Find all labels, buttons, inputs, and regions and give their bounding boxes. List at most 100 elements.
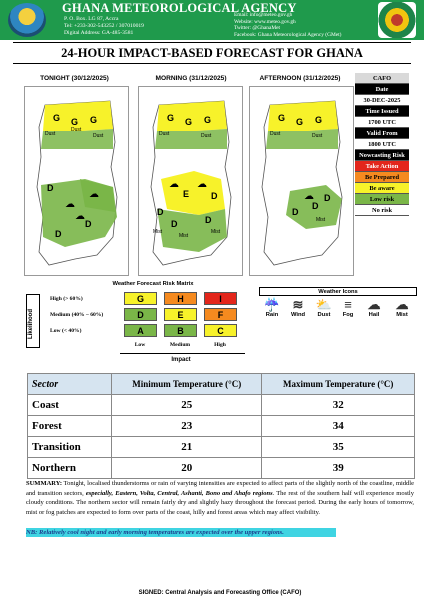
table-header-row: Sector Minimum Temperature (°C) Maximum … (27, 373, 415, 395)
max-temp: 39 (261, 457, 415, 479)
panel-title-morning: MORNING (31/12/2025) (155, 75, 227, 82)
table-row: Forest 23 34 (27, 415, 415, 437)
map-label-mist: Mist (179, 233, 189, 239)
map-label-g: G (53, 113, 60, 123)
fog-icon: ≡ (344, 297, 352, 312)
weather-icon-rain: ☔ Rain (260, 298, 284, 319)
hail-label: Hail (368, 312, 380, 318)
legend-time-issued-label: Time Issued (355, 106, 409, 117)
title-box: 24-HOUR IMPACT-BASED FORECAST FOR GHANA (13, 42, 411, 64)
map-label-g: G (167, 113, 174, 123)
agency-address: P. O. Box. LG 87, Accra Tel: +233-302-54… (64, 16, 144, 37)
risk-area-green-south (157, 209, 227, 252)
map-label-mist: Mist (153, 229, 163, 235)
forecast-legend: CAFO Date 30-DEC-2025 Time Issued 1700 U… (355, 73, 409, 216)
max-temp: 34 (261, 415, 415, 437)
map-tonight: G G G D D D Dust Dust Dust ☁ ☁ ☁ (24, 86, 129, 276)
map-label-dust: Dust (201, 133, 212, 139)
map-label-g: G (90, 115, 97, 125)
map-label-dust: Dust (312, 133, 323, 139)
agency-contact: Email: info@meteo.gov.gh Website: www.me… (234, 12, 341, 38)
matrix-cell-g: G (124, 292, 157, 305)
risk-area-yellow-middle (161, 171, 225, 215)
matrix-cell-h: H (164, 292, 197, 305)
map-label-d: D (312, 201, 319, 211)
thunderstorm-icon: ☁ (197, 179, 207, 190)
legend-no-risk: No risk (355, 205, 409, 216)
header-min-temp: Minimum Temperature (°C) (110, 373, 263, 395)
min-temp: 25 (110, 394, 263, 416)
matrix-col-medium: Medium (169, 342, 191, 348)
map-label-d: D (55, 229, 62, 239)
thunderstorm-icon: ☁ (169, 179, 179, 190)
risk-area-green-south (286, 185, 342, 229)
map-label-d: D (205, 215, 212, 225)
header-max-temp: Maximum Temperature (°C) (261, 373, 415, 395)
map-label-g: G (315, 115, 322, 125)
risk-area-green-north (41, 129, 113, 149)
legend-low-risk: Low risk (355, 194, 409, 205)
min-temp: 23 (110, 415, 263, 437)
risk-area-yellow-north (268, 101, 338, 131)
matrix-cell-d: D (124, 308, 157, 321)
mist-label: Mist (396, 312, 408, 318)
agency-name: GHANA METEOROLOGICAL AGENCY (62, 1, 297, 15)
map-morning: G G G E D D D D Dust Dust Mist Mist Mist… (138, 86, 243, 276)
matrix-row-low: Low (< 40%) (50, 328, 82, 334)
ghana-map-tonight: G G G D D D Dust Dust Dust ☁ ☁ ☁ (36, 100, 118, 266)
legend-date-label: Date (355, 84, 409, 95)
contact-line: Twitter: @GhanaMet (234, 25, 281, 31)
fog-label: Fog (342, 312, 354, 318)
risk-area-green-north (155, 129, 227, 149)
temperature-table: Sector Minimum Temperature (°C) Maximum … (27, 373, 415, 479)
risk-area-yellow-north (43, 101, 113, 131)
wind-label: Wind (290, 312, 306, 318)
risk-area-green-east (80, 179, 115, 212)
dust-label: Dust (317, 312, 331, 318)
sector-name: Northern (27, 457, 112, 479)
min-temp: 20 (110, 457, 263, 479)
forecast-summary: SUMMARY: Tonight, localised thunderstorm… (26, 479, 414, 517)
map-label-d: D (85, 219, 92, 229)
map-label-dust: Dust (45, 131, 56, 137)
weather-icon-hail: ☁ Hail (362, 297, 386, 319)
legend-be-aware: Be aware (355, 183, 409, 194)
matrix-col-low: Low (134, 342, 146, 348)
thunderstorm-icon: ☁ (304, 191, 314, 202)
map-afternoon: G G G D D D Dust Dust Mist ☁ (249, 86, 354, 276)
matrix-title: Weather Forecast Risk Matrix (112, 281, 194, 287)
address-line: Tel: +233-302-543252 / 307010019 (64, 23, 144, 29)
cloud-icon: ☁ (75, 211, 85, 222)
address-line: Digital Address: GA-485-3581 (64, 30, 134, 36)
legend-cafo: CAFO (355, 73, 409, 84)
summary-text: Tonight, localised thunderstorms or rain… (26, 480, 414, 497)
wind-icon: ≋ (292, 297, 304, 312)
thunderstorm-icon: ☁ (89, 189, 99, 200)
legend-be-prepared: Be Prepared (355, 172, 409, 183)
sector-name: Transition (27, 436, 112, 458)
contact-line: Email: info@meteo.gov.gh (234, 12, 293, 18)
map-label-e: E (183, 189, 189, 199)
max-temp: 35 (261, 436, 415, 458)
table-row: Transition 21 35 (27, 436, 415, 458)
summary-label: SUMMARY: (26, 480, 63, 487)
weather-icon-wind: ≋ Wind (286, 297, 310, 319)
map-label-d: D (324, 193, 331, 203)
table-row: Northern 20 39 (27, 457, 415, 479)
legend-nowcasting-label: Nowcasting Risk (355, 150, 409, 161)
summary-text: . The rest of the southern half will exp… (26, 489, 414, 516)
weather-icon-dust: ⛅ Dust (312, 298, 336, 319)
matrix-row-high: High (> 60%) (50, 296, 83, 302)
rain-label: Rain (265, 312, 279, 318)
header-sector: Sector (27, 373, 112, 395)
matrix-cell-f: F (204, 308, 237, 321)
legend-date: 30-DEC-2025 (355, 95, 409, 106)
map-label-g: G (296, 117, 303, 127)
weather-icon-fog: ≡ Fog (336, 297, 360, 319)
map-label-d: D (211, 191, 218, 201)
risk-area-yellow-north (157, 101, 227, 131)
hail-icon: ☁ (367, 297, 381, 312)
summary-emphasis: especially, Eastern, Volta, Central, Ash… (85, 489, 273, 497)
map-label-dust: Dust (71, 127, 82, 133)
map-label-dust: Dust (159, 131, 170, 137)
